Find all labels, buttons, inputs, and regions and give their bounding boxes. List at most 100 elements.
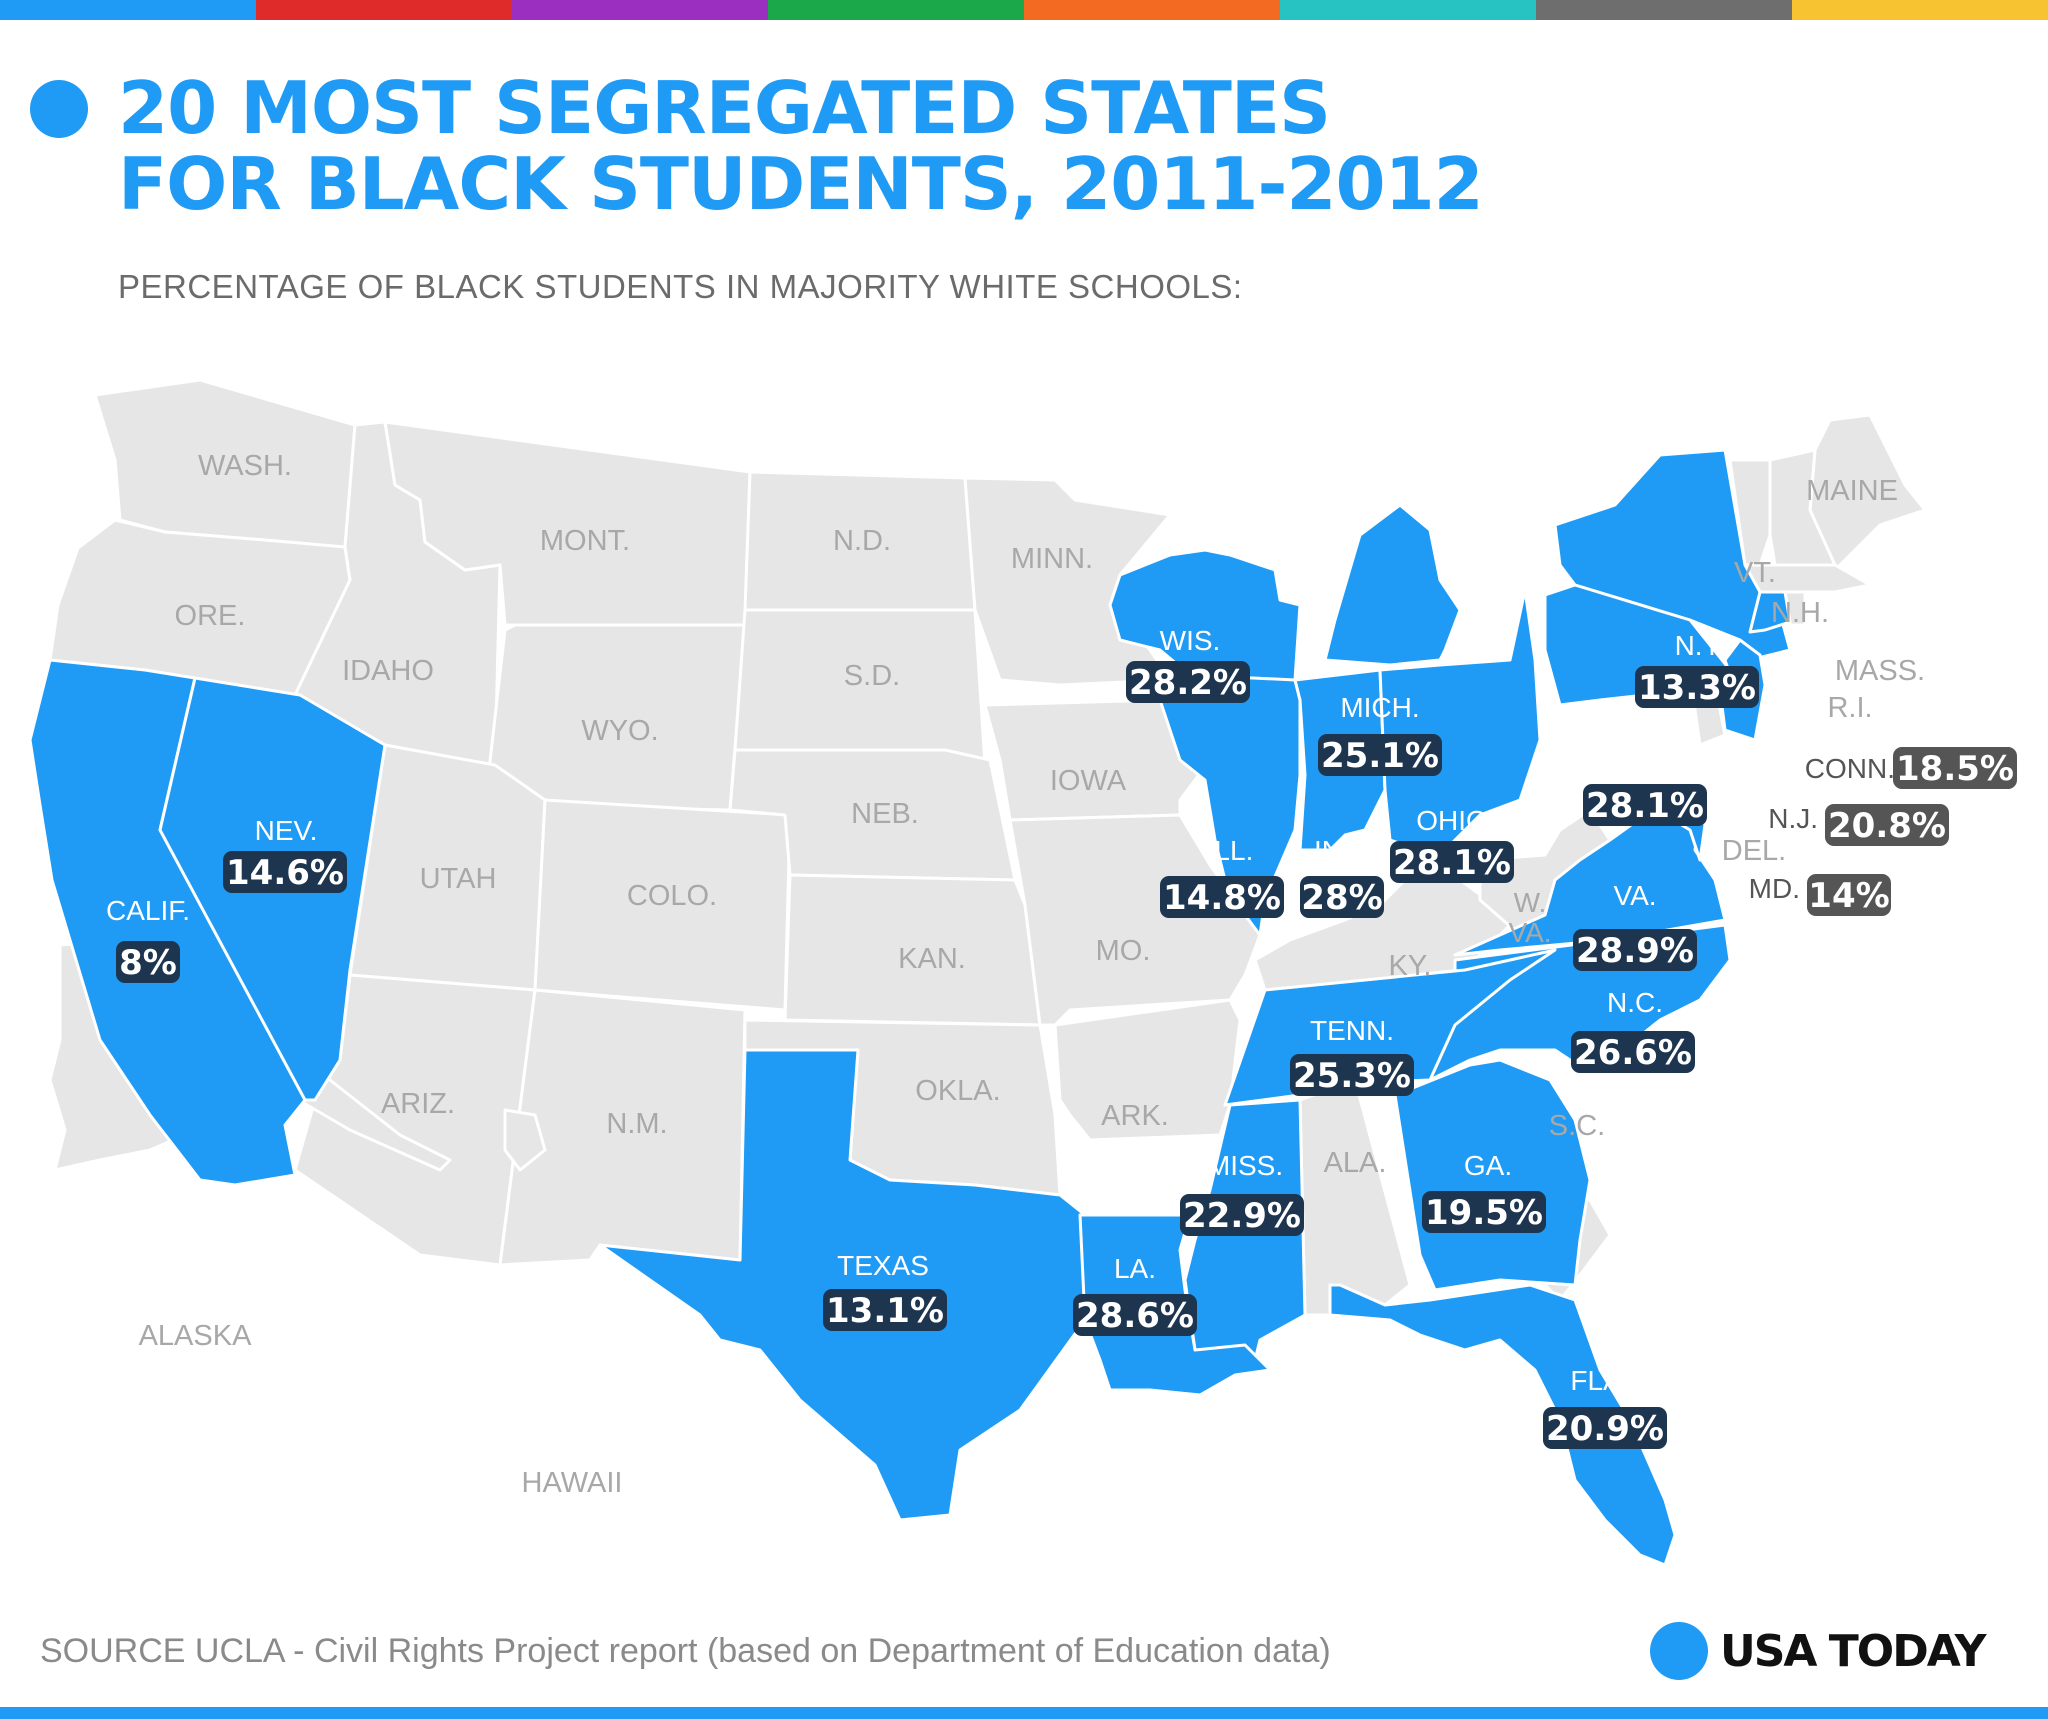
highlighted-state-shape-fla [1328,1283,1677,1567]
state-label-ill: ILL. [1207,835,1254,866]
value-badge-la-text: 28.6% [1076,1296,1194,1336]
state-label-n-c: N.C. [1607,987,1663,1018]
value-badge-n-y: 13.3% [1635,666,1759,708]
highlighted-state-shape-texas [598,1048,1087,1522]
value-badge-n-c: 26.6% [1571,1031,1695,1073]
value-badge-texas-bg [823,1289,947,1331]
state-label-conn: CONN. [1805,753,1895,784]
highlighted-state-shape-wis [1108,548,1302,687]
highlighted-state-shape-mich [1323,503,1462,667]
state-label-mass: MASS. [1835,655,1925,687]
state-label-utah: UTAH [420,863,497,895]
value-badge-texas-text: 13.1% [826,1291,944,1331]
title-line-1: 20 MOST SEGREGATED STATES [118,66,1331,150]
us-map: WASH. ORE. IDAHO MONT. WYO. UTAH COLO. ARIZ. N.M… [28,378,2017,1567]
state-label-ohio: OHIO [1416,805,1488,836]
value-badge-conn-bg [1893,747,2017,789]
state-label-ala: ALA. [1324,1147,1387,1179]
state-label-texas: TEXAS [837,1250,929,1281]
value-badge-ill-bg [1160,876,1284,918]
state-label-n-m: N.M. [606,1108,667,1140]
value-badge-pa: 28.1% [1583,784,1707,826]
brand-logo: USA TODAY [1720,1626,1986,1677]
value-badge-mich-text: 25.1% [1321,736,1439,776]
value-badge-pa-text: 28.1% [1586,786,1704,826]
state-label-md: MD. [1749,873,1800,904]
color-stripe-segment [0,0,256,20]
value-badge-ill-text: 14.8% [1163,878,1281,918]
state-label-w-va-line2: VA. [1508,917,1551,948]
state-label-fla: FLA. [1570,1365,1629,1396]
value-badge-la: 28.6% [1073,1294,1197,1336]
state-label-okla: OKLA. [915,1075,1000,1107]
value-badge-conn-text: 18.5% [1896,749,2014,789]
value-badge-calif-text: 8% [119,943,177,983]
value-badge-nev-text: 14.6% [226,853,344,893]
state-label-maine: MAINE [1806,475,1898,507]
state-label-la: LA. [1114,1253,1156,1284]
state-label-r-i: R.I. [1827,692,1872,724]
value-badge-md: 14% [1807,874,1891,916]
brand-logo-dot [1650,1622,1708,1680]
color-stripe-top [0,0,2048,20]
state-label-idaho: IDAHO [342,655,434,687]
state-label-va: VA. [1613,880,1656,911]
value-badge-fla: 20.9% [1543,1407,1667,1449]
value-badge-ga: 19.5% [1422,1191,1546,1233]
value-badge-miss-bg [1180,1194,1304,1236]
value-badge-ohio: 28.1% [1390,841,1514,883]
state-label-wash: WASH. [198,450,292,482]
value-badge-ohio-text: 28.1% [1393,843,1511,883]
state-label-mo: MO. [1096,935,1151,967]
color-stripe-segment [768,0,1024,20]
value-badge-texas: 13.1% [823,1289,947,1331]
color-stripe-segment [1024,0,1280,20]
source-note: SOURCE UCLA - Civil Rights Project repor… [40,1632,1331,1670]
value-badge-n-j: 20.8% [1825,804,1949,846]
value-badge-md-bg [1807,874,1891,916]
value-badge-la-bg [1073,1294,1197,1336]
state-label-ariz: ARIZ. [381,1088,455,1120]
color-stripe-segment [1792,0,2048,20]
value-badge-conn: 18.5% [1893,747,2017,789]
state-label-ind: IND. [1314,835,1370,866]
state-label-n-j: N.J. [1768,803,1818,834]
state-label-n-y: N.Y. [1675,630,1726,661]
state-label-w-va: W. [1514,887,1547,918]
state-label-ky: KY. [1388,950,1431,982]
value-badge-n-y-text: 13.3% [1638,668,1756,708]
state-label-neb: NEB. [851,798,919,830]
color-stripe-segment [1280,0,1536,20]
state-label-vt: VT. [1734,557,1776,589]
value-badge-ga-text: 19.5% [1425,1193,1543,1233]
value-badge-ga-bg [1422,1191,1546,1233]
value-badge-tenn-text: 25.3% [1293,1056,1411,1096]
value-badge-fla-bg [1543,1407,1667,1449]
value-badge-miss: 22.9% [1180,1194,1304,1236]
state-label-hawaii: HAWAII [522,1467,623,1499]
state-label-nev: NEV. [255,815,318,846]
color-stripe-segment [256,0,512,20]
state-label-alaska: ALASKA [139,1320,252,1352]
value-badge-va: 28.9% [1573,929,1697,971]
value-badge-ind-text: 28% [1301,878,1382,918]
value-badge-wis-text: 28.2% [1129,663,1247,703]
value-badge-va-text: 28.9% [1576,931,1694,971]
color-stripe-segment [512,0,768,20]
highlighted-state-labels: CALIF. 8% NEV. 14.6% TEXAS 13.1% WIS. 28.2% MICH… [106,625,2017,1449]
state-shapes [28,378,1927,1567]
value-badge-n-c-text: 26.6% [1574,1033,1692,1073]
page-title: 20 MOST SEGREGATED STATES FOR BLACK STUD… [118,70,1618,222]
highlighted-state-shape-ohio [1378,588,1542,852]
value-badge-n-j-text: 20.8% [1828,806,1946,846]
value-badge-wis: 28.2% [1126,661,1250,703]
title-bullet-dot [30,80,88,138]
state-label-del: DEL. [1722,835,1786,867]
bottom-stripe [0,1707,2048,1719]
value-badge-mich: 25.1% [1318,734,1442,776]
state-label-ore: ORE. [175,600,246,632]
subtitle: PERCENTAGE OF BLACK STUDENTS IN MAJORITY… [118,268,1243,305]
value-badge-ohio-bg [1390,841,1514,883]
value-badge-calif: 8% [116,941,180,983]
state-shape-ark [1053,998,1242,1142]
